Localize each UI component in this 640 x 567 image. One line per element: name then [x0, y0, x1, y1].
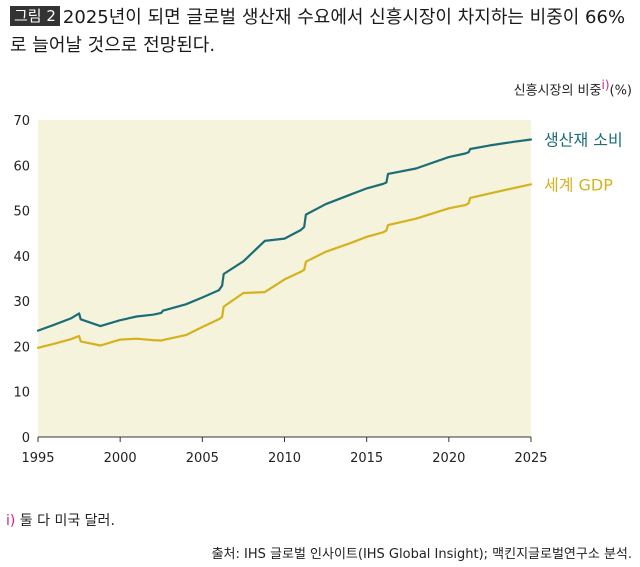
y-tick-label: 40 [13, 250, 30, 265]
footnote-text: 둘 다 미국 달러. [15, 513, 115, 529]
y-tick-label: 20 [13, 340, 30, 355]
y-tick-label: 70 [13, 114, 30, 129]
series-line-1 [36, 138, 533, 332]
x-tick-label: 2025 [514, 451, 547, 466]
figure-number-badge: 그림 2 [10, 6, 60, 26]
x-tick-label: 2010 [268, 451, 301, 466]
y-axis-unit-label: 신흥시장의 비중i)(%) [514, 78, 632, 98]
figure-title: 그림 2 2025년이 되면 글로벌 생산재 수요에서 신흥시장이 차지하는 비중… [10, 4, 635, 60]
series-line-2 [36, 183, 533, 349]
unit-label-percent: (%) [609, 83, 633, 99]
series-group [36, 138, 533, 349]
y-tick-label: 30 [13, 295, 30, 310]
source-note: 출처: IHS 글로벌 인사이트(IHS Global Insight); 맥킨… [211, 547, 632, 562]
y-tick-label: 60 [13, 159, 30, 174]
legend-label-2: 세계 GDP [544, 175, 613, 194]
legend-label-1: 생산재 소비 [544, 130, 623, 149]
x-tick-label: 2020 [432, 451, 465, 466]
y-tick-label: 10 [13, 386, 30, 401]
x-axis: 1995 2000 2005 2010 2015 2020 2025 [21, 436, 548, 466]
y-tick-label: 50 [13, 205, 30, 220]
y-axis: 0 10 20 30 40 50 60 70 [13, 114, 30, 446]
x-tick-label: 2000 [104, 451, 137, 466]
figure-title-text: 2025년이 되면 글로벌 생산재 수요에서 신흥시장이 차지하는 비중이 66… [10, 7, 626, 56]
x-tick-label: 2015 [350, 451, 383, 466]
footnote-mark: i) [6, 513, 16, 529]
x-tick-label: 2005 [186, 451, 219, 466]
y-tick-label: 0 [22, 431, 30, 446]
footnote: i) 둘 다 미국 달러. [6, 510, 115, 530]
unit-label-text: 신흥시장의 비중 [513, 83, 602, 99]
unit-footnote-mark: i) [601, 78, 610, 92]
x-tick-label: 1995 [21, 451, 54, 466]
